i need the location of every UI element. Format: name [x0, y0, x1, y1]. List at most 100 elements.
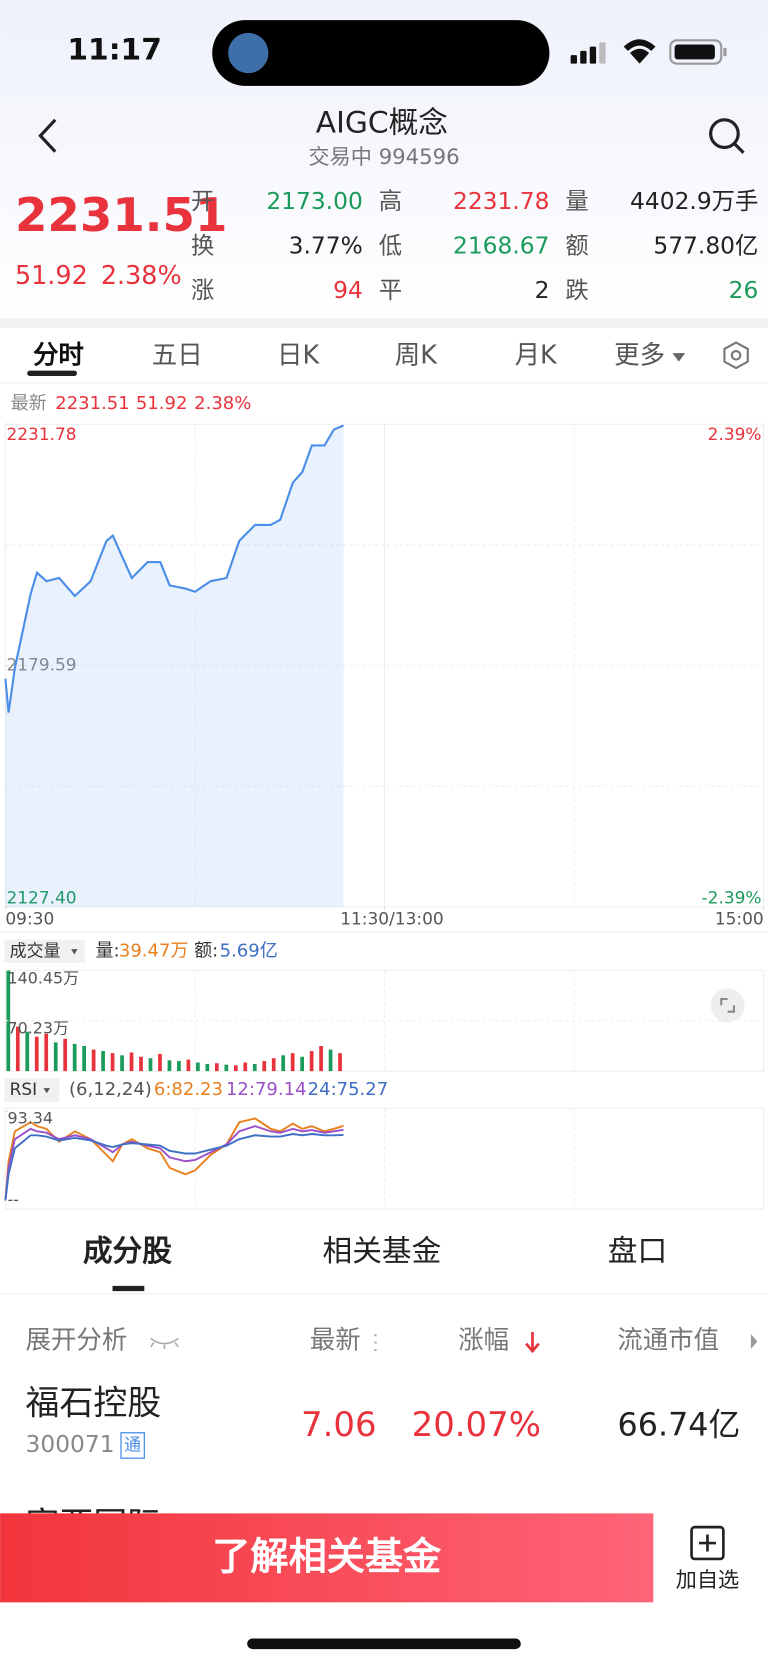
legend-pct: 2.38% — [194, 393, 251, 414]
cta-button[interactable] — [0, 1513, 654, 1603]
volume-bar — [34, 1036, 39, 1072]
settings[interactable] — [723, 341, 749, 370]
volume-select[interactable] — [4, 939, 85, 963]
status-time: 11:17 — [67, 32, 162, 67]
field-label: 涨 — [191, 276, 214, 304]
tab[interactable]: 周K — [395, 340, 438, 370]
table-header: 展开分析 — [26, 1326, 128, 1356]
watch-bg — [653, 1513, 768, 1665]
vol-value: 39.47万 — [119, 940, 189, 961]
section-tab[interactable]: 相关基金 — [323, 1234, 442, 1269]
volume-bar — [328, 1049, 333, 1072]
rsi-line — [4, 1125, 344, 1201]
y-tick-label: 93.34 — [8, 1108, 54, 1127]
back-button[interactable] — [38, 118, 57, 153]
y-tick-label: 140.45万 — [8, 968, 80, 987]
amt-value: 5.69亿 — [220, 940, 278, 961]
legend-label: 最新 — [11, 393, 47, 414]
volume-bar — [290, 1053, 295, 1072]
field-value: 26 — [729, 276, 759, 304]
eye-icon — [150, 1337, 179, 1349]
stock-cap: 66.74亿 — [618, 1405, 741, 1443]
field-label: 换 — [191, 232, 214, 260]
field-label: 平 — [379, 276, 402, 304]
tag-box — [120, 1432, 145, 1459]
cta-text[interactable]: 了解相关基金 — [212, 1535, 442, 1579]
rsi-line — [4, 1133, 344, 1201]
table-header[interactable]: 最新 — [310, 1326, 361, 1356]
field-value: 2173.00 — [266, 187, 362, 215]
title: AIGC概念 — [316, 106, 448, 141]
field-label: 额 — [565, 232, 588, 260]
table-header[interactable]: 涨幅 — [458, 1326, 509, 1356]
tab[interactable]: 更多 — [614, 340, 665, 370]
y-tick-label: 2127.40 — [6, 887, 76, 907]
x-tick-label: 09:30 — [5, 908, 54, 928]
field-value: 3.77% — [289, 232, 363, 260]
volume-bar — [110, 1053, 115, 1072]
volume-bar — [72, 1043, 77, 1072]
volume-bar — [309, 1051, 314, 1072]
stock-tag: 通 — [124, 1434, 141, 1454]
dynamic-island — [212, 20, 550, 86]
watch-button[interactable] — [690, 1525, 725, 1561]
table-header[interactable]: 流通市值 — [617, 1326, 719, 1356]
rsi-select[interactable] — [4, 1078, 60, 1102]
vol-label: 量: — [96, 940, 120, 961]
tab[interactable]: 五日 — [152, 340, 203, 370]
volume-bar — [243, 1062, 248, 1072]
volume-bar — [120, 1055, 124, 1072]
rsi-legend: 12:79.14 — [226, 1079, 307, 1100]
volume-bar — [25, 1031, 30, 1072]
scroll-arrow — [750, 1334, 758, 1349]
separator — [0, 318, 768, 328]
volume-bar — [205, 1063, 210, 1072]
status-icons — [570, 39, 727, 65]
legend-price: 2231.51 — [55, 393, 129, 414]
y-tick-label: 2231.78 — [6, 424, 76, 444]
dropdown-icon — [43, 1088, 50, 1094]
legend-change: 51.92 — [136, 393, 188, 414]
pct-label: 2.39% — [708, 424, 762, 444]
field-value: 577.80亿 — [653, 232, 758, 260]
bottom-bg — [0, 1602, 654, 1665]
tab[interactable]: 日K — [277, 340, 320, 370]
stock-price: 7.06 — [301, 1406, 377, 1445]
field-label: 跌 — [565, 276, 588, 304]
rsi-legend: 24:75.27 — [308, 1079, 389, 1100]
x-tick-label: 15:00 — [715, 908, 764, 928]
x-tick-label: 11:30/13:00 — [340, 908, 443, 928]
field-label: 量 — [565, 187, 588, 215]
tab[interactable]: 月K — [515, 340, 558, 370]
pct-label: -2.39% — [702, 887, 762, 907]
amt-label: 额: — [194, 940, 218, 961]
subtitle: 交易中 994596 — [308, 145, 459, 170]
price-area — [5, 425, 344, 907]
watch-text[interactable]: 加自选 — [676, 1568, 740, 1593]
volume-title[interactable]: 成交量 — [10, 940, 61, 960]
volume-bar — [91, 1049, 96, 1072]
search-button[interactable] — [709, 118, 745, 154]
price-line — [4, 424, 344, 713]
volume-bar — [177, 1061, 181, 1072]
rsi-title[interactable]: RSI — [10, 1079, 38, 1099]
field-label: 高 — [379, 187, 402, 215]
volume-bar — [262, 1061, 267, 1072]
tab[interactable]: 分时 — [33, 340, 84, 370]
expand-button[interactable] — [710, 988, 745, 1023]
field-value: 2168.67 — [453, 232, 549, 260]
sort-arrow[interactable] — [525, 1332, 540, 1354]
volume-bar — [82, 1046, 86, 1072]
price: 2231.51 — [15, 189, 228, 243]
section-tab[interactable]: 盘口 — [608, 1234, 667, 1269]
field-value: 2 — [535, 276, 550, 304]
section-tab[interactable]: 成分股 — [83, 1234, 172, 1269]
field-value: 2231.78 — [453, 187, 549, 215]
volume-bar — [53, 1042, 58, 1072]
field-value: 4402.9万手 — [630, 187, 758, 215]
volume-bar — [214, 1063, 219, 1072]
volume-bar — [224, 1064, 229, 1072]
stock-name[interactable]: 福石控股 — [26, 1385, 162, 1424]
rsi-params: (6,12,24) — [69, 1079, 152, 1100]
